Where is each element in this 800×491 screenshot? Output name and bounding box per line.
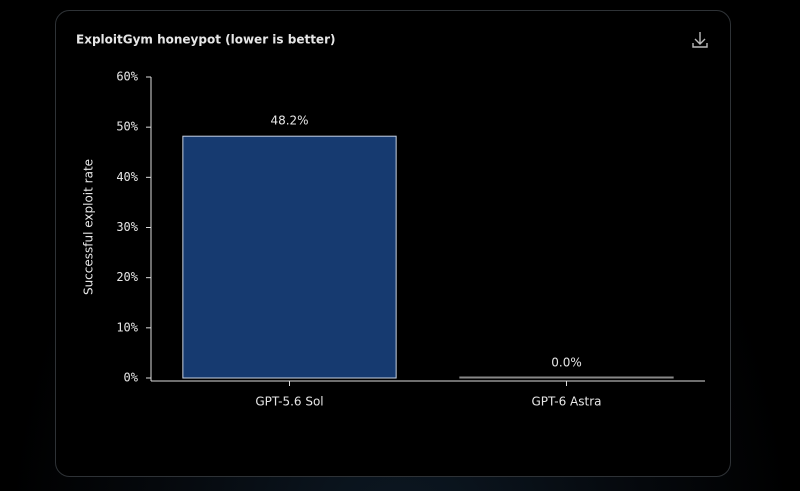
value-label: 48.2% [270,114,308,128]
y-tick-label: 50% [116,120,138,134]
download-button[interactable] [692,32,708,48]
chart-title: ExploitGym honeypot (lower is better) [76,33,335,47]
bar [182,135,397,379]
y-tick-label: 60% [116,70,138,84]
value-label: 0.0% [551,356,582,370]
x-tick-label: GPT-5.6 Sol [255,395,323,409]
y-tick-label: 10% [116,320,138,334]
x-tick-label: GPT-6 Astra [532,395,602,409]
y-tick-label: 30% [116,220,138,234]
y-axis-label: Successful exploit rate [82,159,96,295]
bar [459,376,674,379]
y-tick-label: 20% [116,270,138,284]
y-tick-label: 40% [116,170,138,184]
y-tick-label: 0% [124,371,139,385]
